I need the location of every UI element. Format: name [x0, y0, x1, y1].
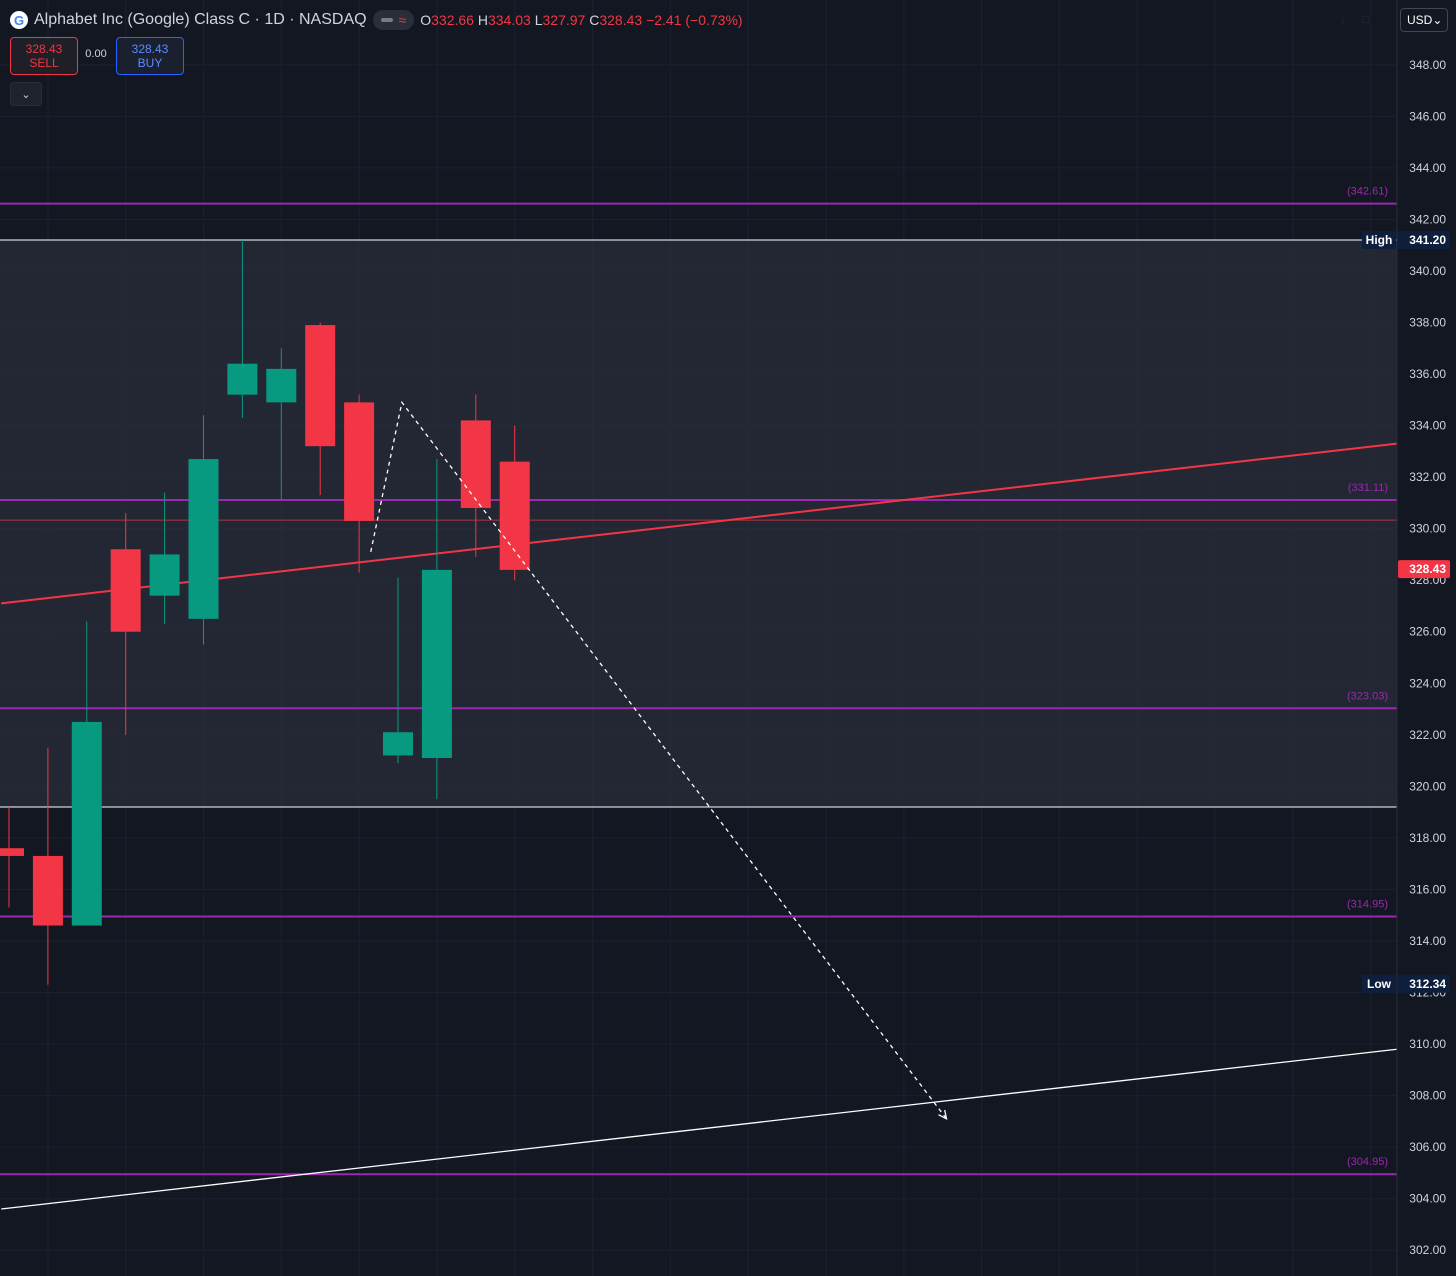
price-tick-label: 348.00 — [1409, 58, 1446, 72]
google-logo-icon: G — [10, 11, 28, 29]
axis-tools: ↓ □ — [1340, 12, 1369, 26]
price-tick-label: 318.00 — [1409, 831, 1446, 845]
candle-body — [266, 368, 297, 403]
currency-label: USD — [1407, 13, 1433, 27]
low-tag: Low — [1367, 977, 1392, 991]
projection-line[interactable] — [370, 400, 948, 1120]
chevron-down-icon: ⌄ — [1432, 13, 1443, 27]
level-label: (314.95) — [1347, 898, 1388, 910]
price-tick-label: 346.00 — [1409, 109, 1446, 123]
price-tick-label: 310.00 — [1409, 1037, 1446, 1051]
level-label: (304.95) — [1347, 1156, 1388, 1168]
price-tick-label: 304.00 — [1409, 1192, 1446, 1206]
minus-icon — [380, 18, 393, 22]
price-axis[interactable]: 302.00304.00306.00308.00310.00312.00314.… — [1362, 0, 1456, 1276]
price-tick-label: 334.00 — [1409, 419, 1446, 433]
price-tick-label: 344.00 — [1409, 161, 1446, 175]
candle-body — [0, 848, 24, 856]
candle-body — [344, 402, 375, 521]
price-tick-label: 302.00 — [1409, 1243, 1446, 1257]
close-value: 328.43 — [599, 12, 643, 28]
high-value: 341.20 — [1409, 233, 1446, 247]
price-tick-label: 316.00 — [1409, 882, 1446, 896]
price-tick-label: 308.00 — [1409, 1089, 1446, 1103]
price-tick-label: 306.00 — [1409, 1140, 1446, 1154]
buy-label: BUY — [137, 56, 163, 70]
low-value: 312.34 — [1409, 977, 1446, 991]
change-value: −2.41 (−0.73%) — [646, 12, 743, 28]
currency-select[interactable]: USD ⌄ — [1400, 8, 1448, 32]
wave-icon: ≈ — [398, 12, 407, 28]
horizontal-levels[interactable]: (342.61) (331.11) (323.03) (314.95) (304.95) — [0, 186, 1397, 1176]
sell-label: SELL — [29, 56, 59, 70]
candle-body — [383, 732, 413, 756]
candle-body — [110, 549, 141, 632]
projection-path[interactable] — [370, 400, 948, 1120]
candle-body — [421, 569, 452, 759]
trendlines[interactable] — [1, 442, 1398, 1210]
arrow-down-icon[interactable]: ↓ — [1340, 12, 1346, 26]
low-label: L — [534, 12, 543, 28]
candle-body — [71, 721, 102, 926]
candle-body — [460, 420, 491, 509]
open-label: O — [420, 12, 432, 28]
candle-body — [32, 855, 63, 926]
sell-price: 328.43 — [25, 42, 63, 56]
price-tick-label: 330.00 — [1409, 522, 1446, 536]
buy-button[interactable]: 328.43 BUY — [116, 37, 184, 75]
price-tick-label: 324.00 — [1409, 676, 1446, 690]
axis-background — [1397, 0, 1456, 1276]
candles — [0, 240, 530, 985]
low-tag-bg — [1362, 974, 1396, 993]
candle-body — [227, 363, 258, 395]
level-label: (331.11) — [1348, 482, 1388, 494]
price-tick-label: 336.00 — [1409, 367, 1446, 381]
symbol-title[interactable]: Alphabet Inc (Google) Class C · 1D · NAS… — [34, 11, 367, 28]
price-tick-label: 320.00 — [1409, 779, 1446, 793]
high-value: 334.03 — [487, 12, 531, 28]
candle-body — [499, 461, 530, 570]
high-tag: High — [1366, 233, 1393, 247]
projection-arrowhead — [938, 1109, 948, 1120]
symbol-header: G Alphabet Inc (Google) Class C · 1D · N… — [10, 8, 743, 32]
sell-button[interactable]: 328.43 SELL — [10, 37, 78, 75]
candle-body — [305, 325, 336, 447]
high-value-bg — [1398, 231, 1450, 250]
open-value: 332.66 — [431, 12, 474, 28]
candle-body — [188, 459, 219, 619]
low-value-bg — [1398, 974, 1450, 993]
price-tick-label: 340.00 — [1409, 264, 1446, 278]
price-tick-label: 332.00 — [1409, 470, 1446, 484]
level-label: (323.03) — [1347, 690, 1388, 702]
low-value: 327.97 — [542, 12, 586, 28]
price-tick-label: 342.00 — [1409, 212, 1446, 226]
candle-body — [149, 554, 180, 596]
ohlc-values: O332.66 H334.03 L327.97 C328.43 −2.41 (−… — [420, 12, 742, 28]
price-tick-label: 314.00 — [1409, 934, 1446, 948]
last-price-value: 328.43 — [1409, 562, 1446, 576]
spread-value: 0.00 — [85, 48, 107, 60]
indicator-toggle[interactable]: ≈ — [372, 10, 415, 30]
trendline-red[interactable] — [1, 442, 1398, 605]
price-tick-label: 322.00 — [1409, 728, 1446, 742]
close-label: C — [589, 12, 600, 28]
price-tick-label: 338.00 — [1409, 315, 1446, 329]
square-icon[interactable]: □ — [1362, 12, 1370, 26]
last-price-value-bg — [1398, 560, 1450, 579]
level-label: (342.61) — [1347, 186, 1388, 198]
chevron-down-icon: ⌄ — [21, 88, 31, 101]
trendline-white[interactable] — [1, 1048, 1398, 1210]
buy-price: 328.43 — [131, 42, 169, 56]
collapse-button[interactable]: ⌄ — [10, 82, 42, 106]
high-tag-bg — [1362, 231, 1396, 250]
price-tick-label: 326.00 — [1409, 625, 1446, 639]
high-label: H — [477, 12, 488, 28]
